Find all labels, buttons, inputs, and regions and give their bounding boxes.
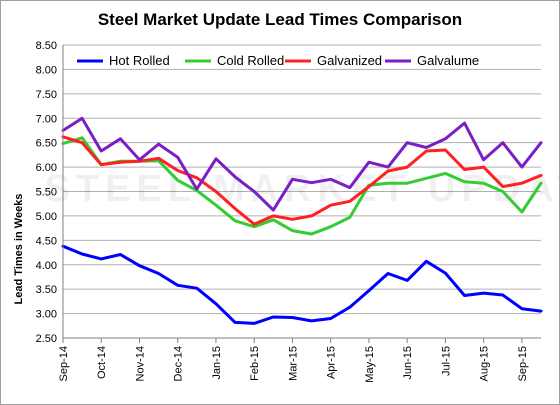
legend-label: Hot Rolled bbox=[109, 53, 170, 68]
y-tick-label: 3.50 bbox=[36, 284, 57, 296]
y-axis-title: Lead Times in Weeks bbox=[13, 194, 25, 305]
y-tick-label: 6.00 bbox=[36, 162, 57, 174]
chart-title: Steel Market Update Lead Times Compariso… bbox=[98, 10, 462, 29]
axes: 2.50 3.00 3.50 4.00 4.50 5.00 5.50 6.00 6.50 7.00… bbox=[36, 40, 541, 383]
y-tick-label: 6.50 bbox=[36, 138, 57, 150]
y-tick-label: 3.00 bbox=[36, 309, 57, 321]
y-tick-label: 7.00 bbox=[36, 113, 57, 125]
y-tick-label: 8.50 bbox=[36, 40, 57, 52]
y-tick-label: 5.00 bbox=[36, 211, 57, 223]
y-tick-label: 8.00 bbox=[36, 64, 57, 76]
y-tick-label: 4.00 bbox=[36, 260, 57, 272]
x-tick-label: Jan-15 bbox=[211, 346, 223, 380]
y-tick-label: 7.50 bbox=[36, 89, 57, 101]
legend-label: Galvanized bbox=[317, 53, 382, 68]
y-tick-label: 2.50 bbox=[36, 333, 57, 345]
legend: Hot Rolled Cold Rolled Galvanized Galvalume bbox=[77, 53, 479, 68]
x-tick-label: Aug-15 bbox=[479, 346, 491, 381]
x-tick-label: Sep-15 bbox=[517, 346, 529, 381]
x-tick-label: Mar-15 bbox=[287, 346, 299, 381]
x-tick-label: Oct-14 bbox=[96, 346, 108, 379]
x-tick-label: Nov-14 bbox=[134, 346, 146, 381]
series-line-galvanized bbox=[61, 135, 543, 226]
series-line-galvalume bbox=[61, 116, 543, 212]
legend-label: Galvalume bbox=[417, 53, 479, 68]
y-tick-label: 5.50 bbox=[36, 187, 57, 199]
x-tick-label: Jul-15 bbox=[440, 346, 452, 376]
x-tick-label: Apr-15 bbox=[326, 346, 338, 379]
legend-label: Cold Rolled bbox=[217, 53, 284, 68]
x-tick-label: Jun-15 bbox=[402, 346, 414, 380]
x-tick-label: Dec-14 bbox=[173, 346, 185, 381]
series-line-hot-rolled bbox=[61, 244, 543, 325]
x-tick-label: Feb-15 bbox=[249, 346, 261, 381]
series-lines bbox=[61, 116, 543, 325]
y-tick-label: 4.50 bbox=[36, 235, 57, 247]
x-tick-label: May-15 bbox=[364, 346, 376, 383]
watermark-text: STEEL MARKET UPDATE bbox=[45, 168, 559, 210]
grid-lines bbox=[63, 44, 541, 339]
x-tick-label: Sep-14 bbox=[58, 346, 70, 381]
